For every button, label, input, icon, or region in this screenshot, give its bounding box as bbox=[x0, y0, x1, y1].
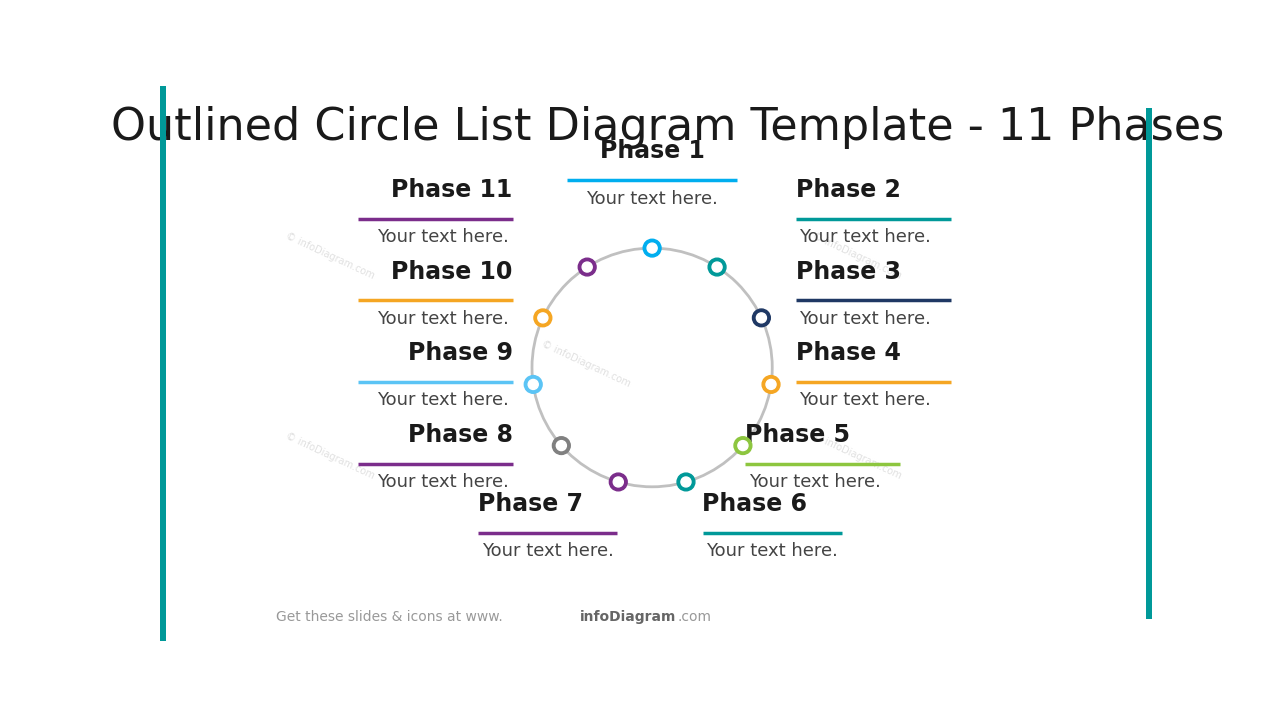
Text: infoDiagram: infoDiagram bbox=[580, 610, 676, 624]
Text: Your text here.: Your text here. bbox=[707, 542, 838, 560]
Text: Phase 7: Phase 7 bbox=[477, 492, 582, 516]
Circle shape bbox=[644, 239, 660, 257]
Text: Phase 6: Phase 6 bbox=[703, 492, 808, 516]
FancyBboxPatch shape bbox=[1146, 108, 1152, 619]
Text: © infoDiagram.com: © infoDiagram.com bbox=[812, 231, 904, 281]
Circle shape bbox=[677, 473, 695, 491]
Text: Your text here.: Your text here. bbox=[481, 542, 613, 560]
Circle shape bbox=[534, 309, 552, 327]
Circle shape bbox=[765, 379, 776, 390]
Circle shape bbox=[681, 477, 691, 487]
Text: Phase 3: Phase 3 bbox=[795, 259, 901, 284]
Text: © infoDiagram.com: © infoDiagram.com bbox=[812, 431, 904, 481]
Circle shape bbox=[648, 243, 657, 253]
Text: .com: .com bbox=[677, 610, 712, 624]
Text: Your text here.: Your text here. bbox=[376, 310, 508, 328]
Circle shape bbox=[737, 441, 748, 451]
FancyBboxPatch shape bbox=[160, 86, 166, 641]
Text: Phase 8: Phase 8 bbox=[407, 423, 512, 446]
Circle shape bbox=[756, 313, 767, 323]
Text: Phase 1: Phase 1 bbox=[600, 140, 704, 163]
Text: Your text here.: Your text here. bbox=[376, 473, 508, 491]
Text: © infoDiagram.com: © infoDiagram.com bbox=[284, 231, 376, 281]
Circle shape bbox=[553, 437, 571, 454]
Text: Phase 4: Phase 4 bbox=[795, 341, 900, 365]
Text: Your text here.: Your text here. bbox=[376, 228, 508, 246]
Text: Your text here.: Your text here. bbox=[800, 310, 932, 328]
Text: © infoDiagram.com: © infoDiagram.com bbox=[540, 338, 632, 389]
Text: Outlined Circle List Diagram Template - 11 Phases: Outlined Circle List Diagram Template - … bbox=[111, 106, 1224, 148]
Circle shape bbox=[525, 376, 543, 393]
Text: Phase 9: Phase 9 bbox=[407, 341, 512, 365]
Text: Phase 5: Phase 5 bbox=[745, 423, 850, 446]
Circle shape bbox=[579, 258, 596, 276]
Text: Your text here.: Your text here. bbox=[749, 473, 881, 491]
Circle shape bbox=[582, 262, 593, 272]
Text: Your text here.: Your text here. bbox=[376, 392, 508, 409]
Circle shape bbox=[538, 313, 548, 323]
Circle shape bbox=[762, 376, 780, 393]
Circle shape bbox=[609, 473, 627, 491]
Text: Phase 2: Phase 2 bbox=[795, 178, 900, 202]
Text: Your text here.: Your text here. bbox=[586, 189, 718, 207]
Circle shape bbox=[557, 441, 566, 451]
Circle shape bbox=[712, 262, 722, 272]
Text: Your text here.: Your text here. bbox=[800, 228, 932, 246]
Circle shape bbox=[708, 258, 726, 276]
Text: Your text here.: Your text here. bbox=[800, 392, 932, 409]
Circle shape bbox=[613, 477, 623, 487]
Circle shape bbox=[753, 309, 771, 327]
Text: Phase 10: Phase 10 bbox=[392, 259, 512, 284]
Circle shape bbox=[733, 437, 751, 454]
Text: © infoDiagram.com: © infoDiagram.com bbox=[284, 431, 376, 481]
Text: Phase 11: Phase 11 bbox=[392, 178, 512, 202]
Text: Get these slides & icons at www.: Get these slides & icons at www. bbox=[276, 610, 503, 624]
Circle shape bbox=[529, 379, 539, 390]
